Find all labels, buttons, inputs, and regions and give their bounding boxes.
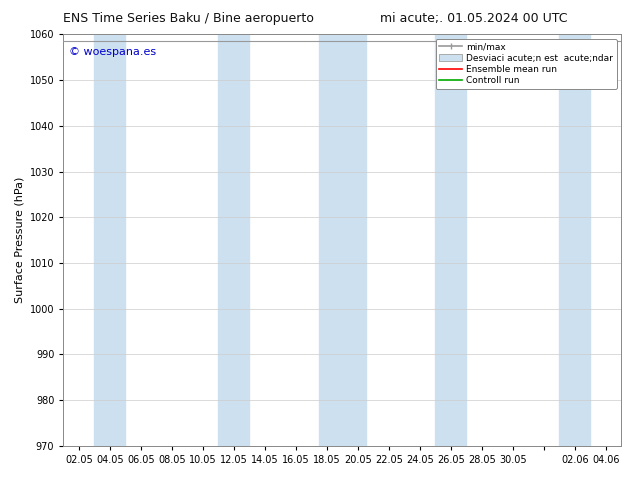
Bar — [218, 34, 249, 446]
Text: © woespana.es: © woespana.es — [69, 47, 156, 57]
Text: ENS Time Series Baku / Bine aeropuerto: ENS Time Series Baku / Bine aeropuerto — [63, 12, 314, 25]
Text: mi acute;. 01.05.2024 00 UTC: mi acute;. 01.05.2024 00 UTC — [380, 12, 568, 25]
Bar — [559, 34, 590, 446]
Bar — [319, 34, 366, 446]
Y-axis label: Surface Pressure (hPa): Surface Pressure (hPa) — [14, 177, 24, 303]
Bar — [94, 34, 126, 446]
Legend: min/max, Desviaci acute;n est  acute;ndar, Ensemble mean run, Controll run: min/max, Desviaci acute;n est acute;ndar… — [436, 39, 617, 89]
Bar — [436, 34, 467, 446]
